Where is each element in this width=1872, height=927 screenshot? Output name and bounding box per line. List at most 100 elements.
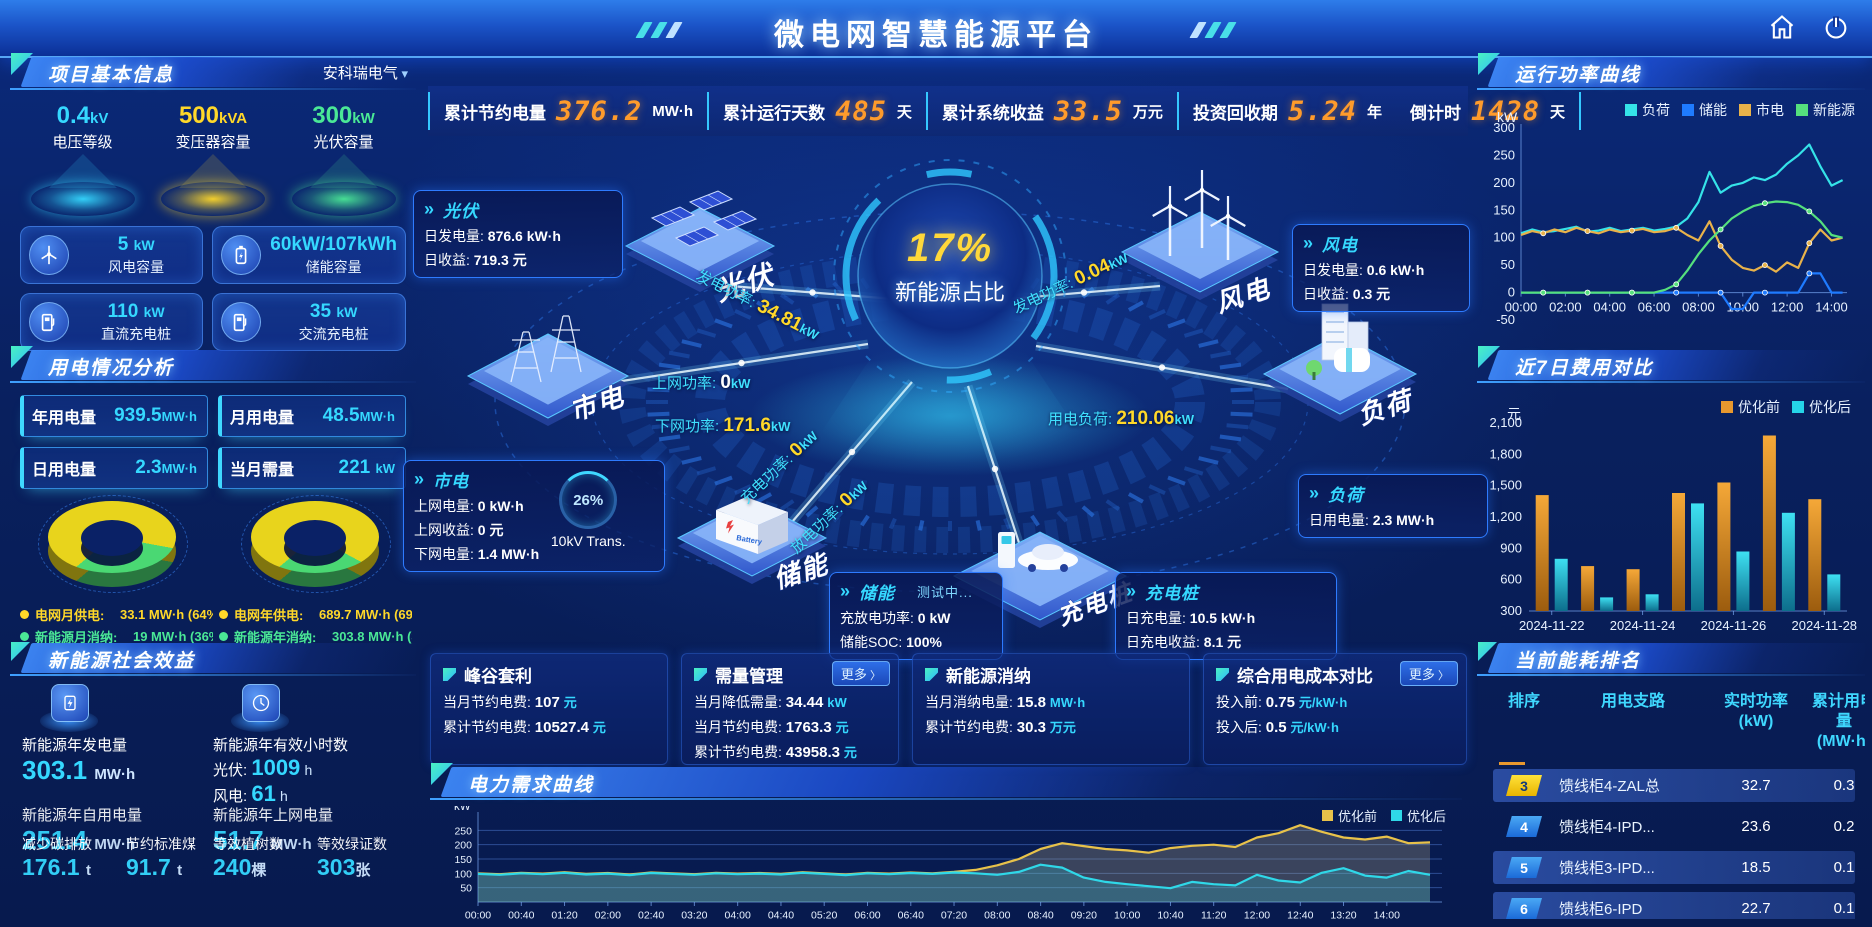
- panel-power-curve: 运行功率曲线 负荷 储能 市电 新能源 -50 0 50 100 150 200 250 300 00…: [1477, 53, 1871, 346]
- panel-cost-compare-chart: 近7日费用对比 优化前 优化后 300 600 900 1,200 1,500 1,800 2…: [1477, 346, 1871, 637]
- pedestal-transformer: 500kVA 变压器容量: [151, 102, 276, 216]
- legend-item: 优化前: [1321, 806, 1377, 825]
- table-row[interactable]: 4 馈线柜4-IPD... 23.6 0.2: [1493, 810, 1855, 843]
- demand-more-button[interactable]: 更多: [831, 661, 890, 686]
- panel-title: 用电情况分析: [48, 358, 175, 379]
- svg-text:0: 0: [1508, 285, 1515, 300]
- legend-item: 优化后: [1792, 397, 1851, 417]
- svg-text:03:20: 03:20: [681, 910, 707, 921]
- svg-text:08:00: 08:00: [984, 910, 1010, 921]
- panel-social-benefits: 新能源社会效益 新能源年发电量 303.1 MW·h 新能源年有效小时数 光伏:…: [10, 642, 416, 922]
- cost-chart-legend: 优化前 优化后: [1721, 397, 1851, 417]
- home-icon[interactable]: [1768, 13, 1796, 41]
- panel-project-info: 项目基本信息 安科瑞电气 0.4kV 电压等级 500kVA 变压器容量 300…: [10, 53, 422, 351]
- svg-text:1,500: 1,500: [1489, 478, 1522, 493]
- benefit-self-use: 新能源年自用电量 251.4 MW·h 减少碳排放 176.1 t 节约标准煤 …: [22, 807, 196, 880]
- panel-title: 运行功率曲线: [1515, 65, 1642, 86]
- svg-text:00:00: 00:00: [465, 910, 491, 921]
- panel-usage-analysis: 用电情况分析 年用电量 939.5MW·h 月用电量 48.5MW·h 日用电量 2.…: [10, 346, 422, 645]
- svg-text:12:40: 12:40: [1287, 910, 1313, 921]
- svg-text:04:00: 04:00: [725, 910, 751, 921]
- svg-text:06:00: 06:00: [854, 910, 880, 921]
- benefit-annual-generation: 新能源年发电量 303.1 MW·h: [22, 684, 213, 804]
- benefit-to-grid: 新能源年上网电量 51.7 MW·h 等效植树数 240棵 等效绿证数 303张: [213, 807, 387, 880]
- power-chart: -50 0 50 100 150 200 250 300 00:00 02:00 04:00 06:0…: [1493, 109, 1847, 327]
- svg-text:150: 150: [454, 854, 472, 866]
- svg-text:50: 50: [460, 883, 472, 895]
- svg-text:250: 250: [1493, 147, 1515, 162]
- svg-text:kW: kW: [454, 806, 471, 813]
- panel-energy-ranking: 当前能耗排名 排序 用电支路 实时功率(kW) 累计用电量(MW·h) 3 馈线…: [1477, 642, 1865, 922]
- panel-corner-icon: [694, 668, 707, 681]
- power-icon[interactable]: [1822, 13, 1850, 41]
- battery-icon: [221, 235, 262, 275]
- panel-title: 新能源社会效益: [48, 651, 196, 672]
- wind-info-box: 风电 日发电量: 0.6 kW·h 日收益: 0.3 元: [1292, 224, 1470, 312]
- svg-text:100: 100: [1493, 230, 1515, 245]
- table-row[interactable]: 3 馈线柜4-ZAL总 32.7 0.3: [1493, 769, 1855, 802]
- svg-text:50: 50: [1501, 257, 1515, 272]
- panel-title: 当前能耗排名: [1515, 651, 1642, 672]
- power-chart-legend: 负荷 储能 市电 新能源: [1625, 100, 1855, 120]
- svg-text:12:00: 12:00: [1771, 300, 1804, 315]
- stat-day-usage: 日用电量 2.3MW·h: [20, 447, 208, 489]
- benefit-certs: 等效绿证数 303张: [317, 836, 387, 880]
- svg-text:200: 200: [1493, 175, 1515, 190]
- donut-year-chart: [240, 495, 391, 593]
- svg-text:1,200: 1,200: [1489, 509, 1522, 524]
- svg-text:06:40: 06:40: [898, 910, 924, 921]
- flow-load: 用电负荷: 210.06kW: [1048, 408, 1194, 429]
- svg-text:300: 300: [1493, 120, 1515, 135]
- stat-year-usage: 年用电量 939.5MW·h: [20, 395, 208, 437]
- storage-status-badge: 测试中...: [917, 585, 973, 600]
- panel-title: 电力需求曲线: [468, 775, 595, 796]
- panel-peak-valley: 峰谷套利 当月节约电费: 107 元 累计节约电费: 10527.4 元: [430, 653, 668, 765]
- cost-more-button[interactable]: 更多: [1399, 661, 1458, 686]
- legend-item: 优化后: [1390, 806, 1446, 825]
- panel-demand-management: 需量管理 更多 当月降低需量: 34.44 kW 当月节约电费: 1763.3 …: [681, 653, 899, 765]
- svg-text:11:20: 11:20: [1201, 910, 1227, 921]
- company-select[interactable]: 安科瑞电气: [323, 62, 408, 83]
- flow-from-grid: 下网功率: 171.6kW: [655, 415, 791, 436]
- pv-info-box: 光伏 日发电量: 876.6 kW·h 日收益: 719.3 元: [413, 190, 623, 278]
- legend-renewable-month: 新能源月消纳: 19 MW·h (36%): [20, 627, 213, 646]
- panel-cost-comparison: 综合用电成本对比 更多 投入前: 0.75 元/kW·h 投入后: 0.5 元/…: [1203, 653, 1467, 765]
- ranking-table-header: 排序 用电支路 实时功率(kW) 累计用电量(MW·h): [1507, 693, 1865, 750]
- page-title: 微电网智慧能源平台: [774, 19, 1098, 52]
- table-row[interactable]: 5 馈线柜3-IPD... 18.5 0.1: [1493, 851, 1855, 884]
- load-info-box: 负荷 日用电量: 2.3 MW·h: [1298, 474, 1488, 538]
- legend-grid-month: 电网月供电: 33.1 MW·h (64%): [20, 605, 213, 624]
- svg-text:06:00: 06:00: [1638, 300, 1671, 315]
- table-row[interactable]: 6 馈线柜6-IPD 22.7 0.1: [1493, 892, 1855, 919]
- grid-info-box: 市电 上网电量: 0 kW·h 上网收益: 0 元 下网电量: 1.4 MW·h…: [403, 460, 665, 572]
- dc-charger-icon: [29, 302, 69, 342]
- card-dc-charger: 110 kW 直流充电桩: [20, 293, 204, 351]
- svg-text:150: 150: [1493, 202, 1515, 217]
- svg-text:07:20: 07:20: [941, 910, 967, 921]
- svg-text:01:20: 01:20: [551, 910, 577, 921]
- cost-chart: 300 600 900 1,200 1,500 1,800 2,100 2024-11-22 2…: [1489, 406, 1857, 633]
- pedestal-pv-capacity: 300kW 光伏容量: [281, 102, 406, 216]
- demand-chart-legend: 优化前 优化后: [1321, 806, 1446, 825]
- kpi-countdown: 倒计时 1428 天: [1396, 92, 1582, 130]
- card-wind-capacity: 5 kW 风电容量: [20, 226, 204, 284]
- svg-text:200: 200: [454, 840, 472, 852]
- card-ac-charger: 35 kW 交流充电桩: [212, 293, 406, 351]
- svg-text:600: 600: [1500, 572, 1522, 587]
- panel-demand-curve: 电力需求曲线 优化前 优化后 50 100 150 200 250 00:00 00:40 01…: [430, 763, 1468, 922]
- generation-icon: [51, 684, 89, 722]
- rank-badge: 6: [1506, 898, 1542, 919]
- svg-text:09:20: 09:20: [1071, 910, 1097, 921]
- legend-item: 市电: [1739, 100, 1784, 120]
- legend-renewable-year: 新能源年消纳: 303.8 MW·h (31%: [219, 627, 412, 646]
- svg-text:02:40: 02:40: [638, 910, 664, 921]
- bottom-kpi-row: 峰谷套利 当月节约电费: 107 元 累计节约电费: 10527.4 元 需量管…: [430, 653, 1467, 765]
- demand-chart: 50 100 150 200 250 00:00 00:40 01:20 02:00 02:40 0…: [454, 801, 1442, 922]
- svg-text:00:40: 00:40: [508, 910, 534, 921]
- svg-text:2024-11-24: 2024-11-24: [1610, 618, 1676, 633]
- donut-month-chart: [37, 495, 188, 593]
- svg-text:2024-11-26: 2024-11-26: [1701, 618, 1767, 633]
